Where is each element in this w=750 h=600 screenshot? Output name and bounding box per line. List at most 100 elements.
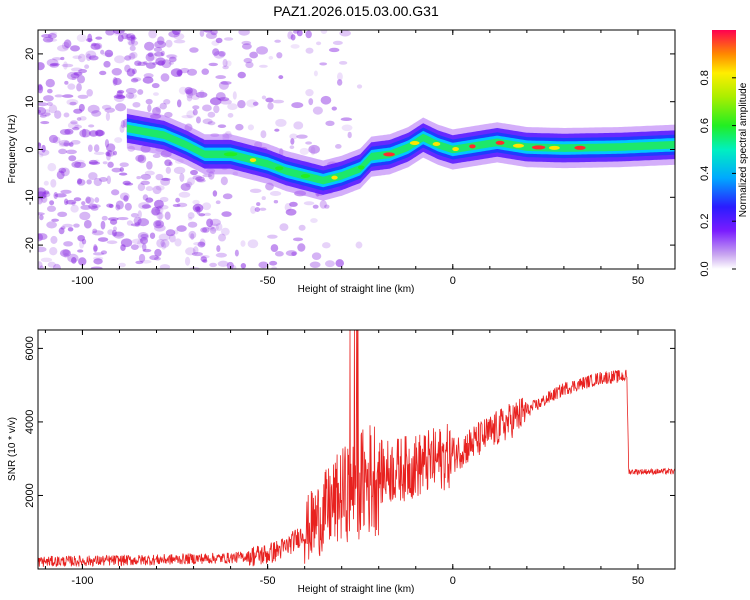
spectral-speckle [234,249,239,257]
spectral-speckle [105,30,115,36]
spectral-speckle [130,223,140,227]
spectral-speckle [173,166,186,175]
spectral-peak [300,173,311,178]
spectral-speckle [138,253,146,263]
spectral-speckle [356,84,363,89]
snr-frame [37,329,676,570]
spectral-speckle [38,62,45,71]
spectral-speckle [106,203,114,208]
spectral-speckle [193,241,205,246]
spectral-speckle [186,89,194,99]
spectral-speckle [91,110,102,117]
colorbar-tick-label: 0.4 [699,166,711,181]
spectral-speckle [40,121,50,125]
spectral-speckle [79,129,91,138]
spectral-speckle [115,204,121,211]
spectral-speckle [241,43,252,50]
spectral-speckle [207,226,215,230]
spectral-speckle [247,124,254,131]
spectral-speckle [174,238,182,247]
spectral-speckle [83,219,92,229]
spectral-speckle [202,118,213,125]
spectral-speckle [45,78,55,88]
spectral-speckle [272,99,285,104]
spectral-speckle [132,77,142,82]
snr-panel: -100 -50 0 50 2000 4000 6000 Height of straigh… [7,329,676,595]
x-tick-label: -100 [71,575,93,587]
spectral-speckle [154,199,164,209]
spectral-speckle [78,257,87,266]
spectral-speckle [93,151,105,155]
spectral-speckle [111,68,122,76]
x-tick-label: -100 [71,275,93,287]
spectral-speckle [158,204,169,210]
spectral-speckle [180,183,191,191]
spectral-speckle [87,104,100,114]
spectral-speckle [155,220,162,227]
spectral-speckle [152,185,162,195]
spectral-speckle [143,73,154,79]
spectral-speckle [172,30,181,36]
spectral-speckle [215,75,227,80]
spectral-speckle [44,109,51,117]
spectral-speckle [113,93,125,103]
spectral-speckle [274,128,280,132]
spectral-speckle [113,30,125,35]
spectral-speckle [192,105,200,110]
spectral-speckle [93,177,102,187]
spectral-speckle [147,52,158,61]
spectral-speckle [80,204,92,210]
spectral-speckle [38,261,43,269]
spectral-speckle [67,83,76,90]
spectral-speckle [148,30,157,39]
spectral-speckle [77,234,85,242]
spectral-speckle [196,178,206,183]
spectral-speckle [222,65,229,70]
spectral-speckle [111,189,120,196]
spectral-speckle [240,240,246,247]
spectral-speckle [205,32,217,39]
x-tick-label: 0 [450,275,456,287]
spectral-speckle [296,134,308,139]
spectral-speckle [85,53,92,61]
spectral-speckle [91,230,104,236]
spectral-speckle [218,81,229,90]
spectral-speckle [153,47,163,53]
spectral-speckle [274,251,284,257]
spectral-speckle [199,30,205,37]
spectral-speckle [92,252,105,256]
spectral-peak [275,166,284,171]
spectral-speckle [77,94,89,99]
spectral-speckle [72,127,80,131]
spectral-speckle [168,30,180,38]
spectral-speckle [107,161,114,168]
spectral-speckle [71,76,77,80]
spectral-speckle [155,173,164,181]
spectral-speckle [104,107,116,113]
spectral-speckle [209,97,222,106]
spectral-speckle [261,196,266,201]
spectral-speckle [290,138,295,145]
spectral-speckle [47,88,53,94]
spectral-speckle [137,210,142,219]
spectral-speckle [241,40,252,46]
spectral-speckle [58,142,70,148]
spectral-speckle [347,131,352,139]
spectral-speckle [106,240,118,245]
spectral-speckle [181,115,193,119]
spectral-speckle [217,124,227,129]
spectral-speckle [95,36,103,40]
spectral-speckle [212,48,220,56]
spectral-speckle [40,112,52,116]
spectral-speckle [136,175,141,180]
spectral-speckle [130,34,136,40]
spectral-speckle [52,57,62,61]
spectral-speckle [316,41,322,46]
spectral-speckle [117,34,124,42]
spectral-speckle [120,120,126,129]
spectral-speckle [137,61,147,66]
spectral-speckle [70,139,81,145]
spectrogram-plot-area [38,30,675,269]
spectral-speckle [319,200,327,209]
spectral-speckle [63,252,69,259]
